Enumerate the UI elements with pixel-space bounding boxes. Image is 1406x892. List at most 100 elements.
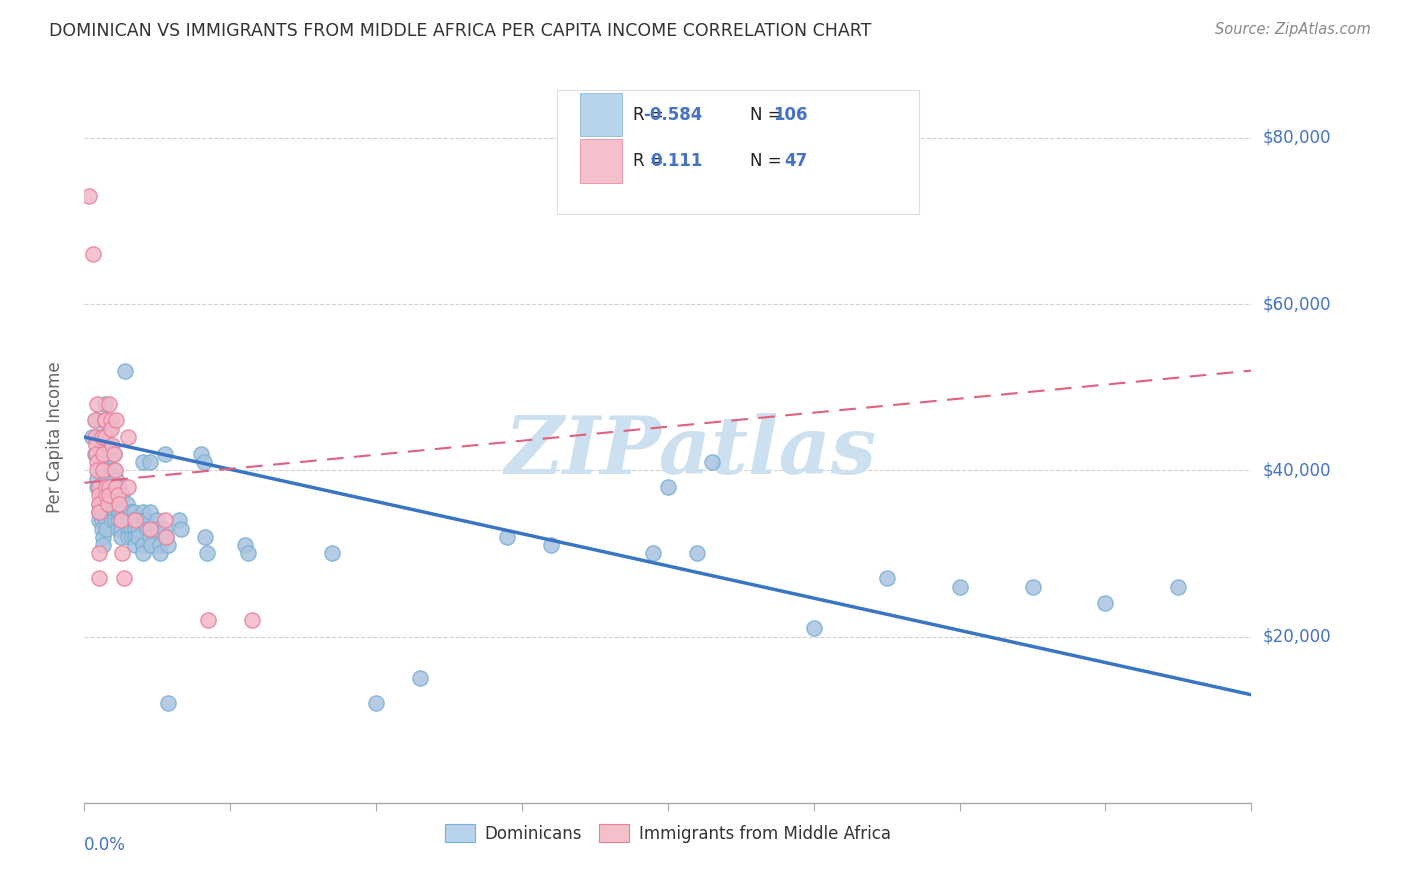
Point (87, 505, 110, 519)
Point (155, 530, 177, 544)
Point (98, 438, 121, 452)
Point (101, 438, 124, 452)
Point (155, 530, 177, 544)
Point (195, 546, 218, 560)
Point (111, 505, 134, 519)
Point (98, 422, 121, 436)
Point (100, 422, 122, 436)
Point (194, 530, 217, 544)
Point (107, 505, 129, 519)
FancyBboxPatch shape (557, 90, 918, 214)
Point (643, 546, 665, 560)
Point (96, 505, 118, 519)
Point (496, 530, 519, 544)
Point (127, 530, 149, 544)
Point (139, 505, 162, 519)
Point (107, 513, 129, 527)
Text: N =: N = (749, 152, 782, 170)
Point (94, 413, 117, 427)
Point (103, 447, 125, 461)
Text: 106: 106 (773, 106, 808, 124)
Point (149, 538, 172, 552)
Point (94, 430, 117, 444)
Point (96, 463, 118, 477)
Point (132, 513, 155, 527)
Point (153, 447, 176, 461)
Point (949, 580, 972, 594)
Point (153, 521, 176, 535)
Point (94, 413, 117, 427)
Point (87, 430, 110, 444)
Point (104, 505, 127, 519)
Point (94, 397, 117, 411)
Point (86, 397, 108, 411)
Point (114, 363, 136, 377)
Text: $40,000: $40,000 (1263, 461, 1331, 479)
Point (193, 455, 215, 469)
Point (540, 538, 562, 552)
Point (136, 521, 159, 535)
Point (139, 521, 162, 535)
Point (86, 480, 108, 494)
Point (108, 505, 131, 519)
Point (120, 513, 142, 527)
Point (83, 430, 105, 444)
Point (96, 497, 118, 511)
Text: R =: R = (633, 106, 664, 124)
Text: DOMINICAN VS IMMIGRANTS FROM MIDDLE AFRICA PER CAPITA INCOME CORRELATION CHART: DOMINICAN VS IMMIGRANTS FROM MIDDLE AFRI… (49, 22, 872, 40)
Point (105, 413, 128, 427)
Point (90, 488, 112, 502)
Point (321, 546, 343, 560)
Point (96, 480, 118, 494)
Point (100, 413, 122, 427)
Point (110, 513, 132, 527)
Text: Source: ZipAtlas.com: Source: ZipAtlas.com (1215, 22, 1371, 37)
Point (103, 447, 125, 461)
Point (139, 455, 162, 469)
Point (80, 430, 103, 444)
Text: $80,000: $80,000 (1263, 128, 1331, 147)
Point (103, 480, 125, 494)
Point (124, 513, 146, 527)
Point (100, 463, 122, 477)
Point (83, 447, 105, 461)
Point (700, 455, 723, 469)
Point (87, 571, 110, 585)
Point (82, 247, 104, 261)
Point (96, 513, 118, 527)
Point (127, 521, 149, 535)
Point (90, 521, 112, 535)
Point (117, 530, 139, 544)
Text: ZIPatlas: ZIPatlas (505, 413, 877, 491)
Point (105, 497, 128, 511)
Point (169, 521, 191, 535)
Point (86, 455, 108, 469)
Point (121, 530, 143, 544)
Point (132, 546, 155, 560)
Text: 0.0%: 0.0% (84, 836, 127, 854)
Point (96, 480, 118, 494)
Point (686, 546, 709, 560)
Point (103, 463, 125, 477)
Point (87, 505, 110, 519)
Point (409, 671, 432, 685)
Point (141, 538, 163, 552)
Point (98, 488, 121, 502)
Point (91, 463, 114, 477)
Point (91, 538, 114, 552)
Point (107, 488, 129, 502)
Point (96, 521, 118, 535)
Point (240, 613, 263, 627)
Point (146, 521, 169, 535)
Point (124, 538, 146, 552)
Point (83, 413, 105, 427)
Point (120, 521, 142, 535)
Point (1021, 580, 1043, 594)
Point (132, 538, 155, 552)
Point (84, 447, 107, 461)
Point (110, 513, 132, 527)
Point (139, 521, 162, 535)
Point (100, 480, 122, 494)
Point (84, 413, 107, 427)
Point (117, 513, 139, 527)
